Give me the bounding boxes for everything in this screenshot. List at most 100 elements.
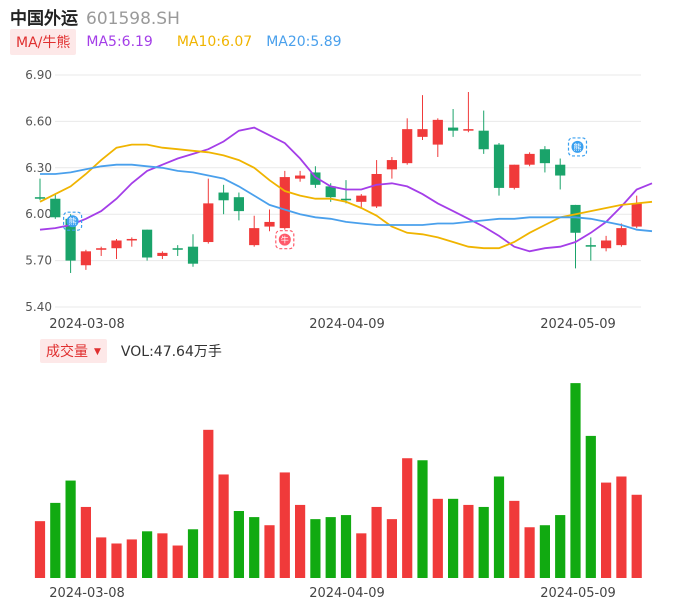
candle-body	[448, 127, 459, 131]
price-date-label: 2024-03-08	[49, 317, 125, 332]
candle-body	[80, 251, 91, 266]
volume-bar	[601, 482, 612, 578]
y-tick-label: 6.30	[25, 161, 52, 175]
candle-body	[249, 228, 260, 246]
volume-bar	[402, 458, 413, 578]
candle-body	[463, 129, 474, 131]
candle-body	[555, 164, 566, 176]
volume-bars	[34, 383, 642, 578]
volume-bar	[493, 476, 505, 578]
volume-date-label: 2024-04-09	[309, 586, 385, 601]
bull-marker-icon: 牛	[275, 230, 295, 250]
volume-bar	[249, 517, 260, 578]
y-tick-label: 5.40	[25, 300, 52, 314]
candle-body	[96, 248, 107, 250]
volume-bar	[448, 498, 459, 578]
ma-toggle-button[interactable]: MA/牛熊	[10, 28, 77, 55]
candle-body	[631, 203, 642, 227]
candle-body	[539, 149, 550, 164]
volume-bar	[539, 525, 550, 578]
volume-bar	[616, 476, 627, 578]
volume-bar	[295, 504, 306, 578]
volume-bar	[340, 515, 352, 578]
caret-down-icon: ▼	[94, 347, 101, 357]
volume-indicator-dropdown[interactable]: 成交量 ▼	[40, 339, 107, 363]
volume-bar	[111, 543, 122, 578]
candle-body	[279, 177, 290, 229]
candle-body	[524, 153, 535, 165]
volume-bar	[142, 531, 153, 578]
marker-frame	[275, 230, 295, 250]
candle-body	[187, 246, 199, 264]
volume-bar	[172, 545, 183, 578]
volume-bar	[157, 533, 168, 578]
marker-frame	[567, 137, 588, 157]
volume-bar	[34, 521, 46, 578]
volume-bar	[463, 504, 474, 578]
volume-bar	[126, 539, 137, 578]
candle-body	[493, 144, 505, 188]
stock-code: 601598.SH	[86, 9, 180, 29]
ma-legend: MA/牛熊 MA5:6.19 MA10:6.07 MA20:5.89	[10, 28, 342, 55]
volume-legend: 成交量 ▼ VOL:47.64万手	[40, 339, 222, 363]
marker-label: 熊	[574, 142, 582, 152]
volume-bar	[325, 517, 336, 578]
candle-body	[34, 197, 46, 199]
y-tick-label: 6.00	[25, 207, 52, 221]
candle-body	[340, 198, 352, 201]
candle-body	[157, 252, 168, 256]
candle-body	[356, 195, 367, 202]
candle-body	[509, 164, 520, 188]
ma10-line	[39, 143, 653, 250]
candle-body	[432, 119, 443, 145]
volume-bar	[478, 506, 489, 578]
marker-frame	[62, 211, 83, 231]
volume-date-label: 2024-05-09	[540, 586, 616, 601]
candle-body	[371, 173, 382, 207]
volume-bar	[631, 494, 642, 578]
candle-body	[310, 172, 321, 185]
volume-bar	[65, 480, 76, 578]
candle-body	[478, 130, 489, 150]
candle-body	[111, 240, 122, 249]
volume-bar	[555, 515, 566, 578]
bear-marker-icon: 熊	[567, 137, 588, 157]
candle-body	[65, 218, 76, 261]
price-date-label: 2024-04-09	[309, 317, 385, 332]
candle-body	[233, 197, 244, 212]
volume-bar	[524, 527, 535, 578]
volume-bar	[264, 525, 275, 578]
candlesticks	[34, 92, 642, 273]
volume-bar	[386, 519, 397, 578]
candle-body	[325, 186, 336, 198]
ma5-line	[39, 126, 653, 253]
bear-marker-icon: 熊	[62, 211, 83, 231]
y-tick-label: 5.70	[25, 254, 52, 268]
candle-body	[203, 203, 214, 243]
bull-bear-markers: 熊牛 熊	[62, 137, 588, 250]
candle-body	[264, 221, 275, 227]
ma20-value: MA20:5.89	[266, 33, 342, 50]
marker-dot	[571, 140, 584, 153]
ma5-value: MA5:6.19	[86, 33, 153, 50]
candle-body	[386, 160, 397, 170]
candle-body	[50, 198, 61, 218]
volume-bar	[432, 498, 443, 578]
volume-bar	[203, 429, 214, 578]
volume-bar	[509, 500, 520, 578]
candle-body	[172, 248, 183, 250]
ma20-line	[40, 163, 653, 233]
volume-bar	[80, 506, 91, 578]
marker-label: 熊	[69, 216, 77, 226]
candle-body	[585, 245, 596, 247]
candle-body	[417, 129, 428, 137]
marker-label: 牛	[281, 235, 289, 245]
moving-average-lines	[39, 126, 653, 253]
volume-bar	[570, 383, 581, 578]
candle-body	[616, 228, 627, 246]
date-x-axis: 2024-03-08 2024-04-09 2024-05-09 2024-03-08…	[49, 317, 616, 601]
volume-bar	[233, 511, 244, 578]
volume-bar	[585, 435, 596, 578]
y-tick-label: 6.60	[25, 114, 52, 128]
